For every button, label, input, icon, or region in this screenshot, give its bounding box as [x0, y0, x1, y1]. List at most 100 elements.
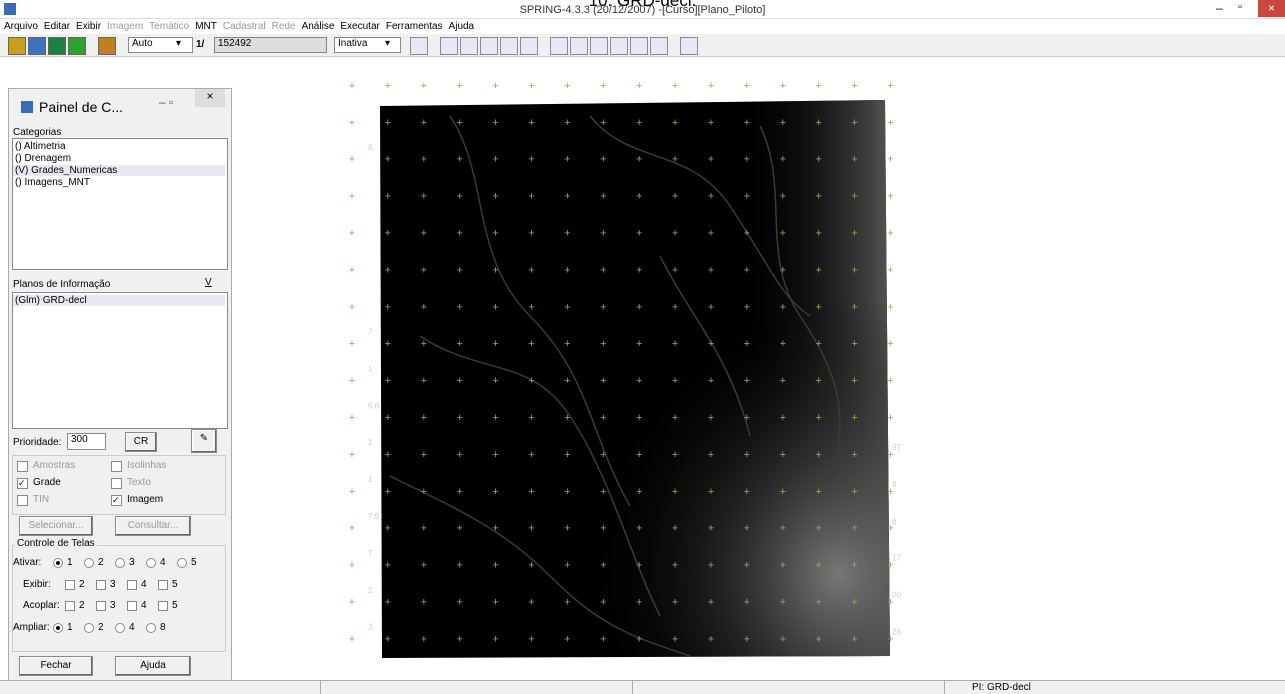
menu-item[interactable]: Imagem [107, 21, 144, 32]
tool-button[interactable] [630, 37, 648, 55]
maximize[interactable]: ▫ [1238, 1, 1242, 13]
grid-cross: + [564, 117, 570, 129]
grid-cross: + [564, 264, 570, 276]
grid-cross: + [421, 338, 427, 350]
tool-button[interactable] [98, 37, 116, 55]
radio[interactable] [53, 558, 63, 568]
tool-button[interactable] [480, 37, 498, 55]
menu-item[interactable]: MNT [195, 21, 217, 32]
grid-cross: + [421, 264, 427, 276]
radio[interactable] [84, 622, 94, 633]
state-select[interactable]: Inativa [334, 37, 401, 53]
planes-list[interactable]: (Glm) GRD-decl [12, 292, 228, 429]
tool-button[interactable] [28, 37, 46, 55]
checkbox[interactable] [127, 601, 137, 611]
tool-button[interactable] [520, 37, 538, 55]
grid-cross: + [349, 523, 355, 535]
checkbox[interactable] [17, 495, 28, 506]
grid-cross: + [385, 264, 391, 276]
tool-button[interactable] [440, 37, 458, 55]
tool-button[interactable] [500, 37, 518, 55]
category-item[interactable]: () Drenagem [15, 153, 72, 164]
tool-button[interactable] [610, 37, 628, 55]
tool-button[interactable] [680, 37, 698, 55]
scale-input[interactable]: 152492 [214, 37, 327, 53]
radio[interactable] [53, 622, 63, 633]
tool-button[interactable] [410, 37, 428, 55]
grid-cross: + [780, 117, 786, 129]
grid-cross: + [672, 597, 678, 609]
close-button[interactable]: Fechar [19, 656, 93, 676]
menu-item[interactable]: Cadastral [222, 21, 266, 32]
radio[interactable] [146, 558, 156, 568]
checkbox[interactable] [65, 601, 75, 611]
menu-item[interactable]: Ferramentas [385, 21, 443, 32]
mode-select[interactable]: Auto [128, 37, 193, 53]
checkbox[interactable] [158, 601, 168, 611]
tool-button[interactable] [650, 37, 668, 55]
planes-button[interactable]: V [205, 277, 212, 288]
checkbox[interactable] [158, 579, 168, 590]
checkbox[interactable] [96, 579, 106, 590]
grid-cross: + [815, 264, 821, 276]
menu-item[interactable]: Exibir [76, 21, 102, 32]
checkbox[interactable] [96, 601, 106, 611]
grid-cross: + [456, 228, 462, 240]
menu-item[interactable]: Arquivo [4, 21, 38, 32]
radio[interactable] [84, 558, 94, 568]
checkbox[interactable]: ✓ [17, 478, 28, 489]
state-arrow[interactable]: ▾ [385, 38, 391, 49]
checkbox[interactable]: ✓ [111, 495, 122, 506]
grid-cross: + [851, 375, 857, 387]
tool-button[interactable] [590, 37, 608, 55]
grid-cross: + [528, 597, 534, 609]
grid-cross: + [421, 154, 427, 166]
menu-item[interactable]: Análise [301, 21, 335, 32]
panel-close[interactable]: × [195, 89, 225, 107]
plane-item[interactable]: (Glm) GRD-decl [13, 295, 225, 306]
grid-cross: + [672, 301, 678, 313]
help-button[interactable]: Ajuda [115, 656, 191, 676]
grid-cross: + [708, 228, 714, 240]
categories-list[interactable]: () Altimetria() Drenagem (V) Grades_Numer… [12, 138, 228, 270]
grid-cross: + [815, 523, 821, 535]
edit-button[interactable]: ✎ [191, 429, 217, 453]
cr-button[interactable]: CR [125, 432, 157, 452]
radio[interactable] [146, 622, 156, 633]
menu-item[interactable]: Temático [149, 21, 190, 32]
grid-cross: + [851, 80, 857, 92]
tool-button[interactable] [48, 37, 66, 55]
grid-cross: + [600, 264, 606, 276]
grid-cross: + [456, 301, 462, 313]
minimize[interactable]: – [1216, 1, 1223, 15]
category-item[interactable]: () Altimetria [15, 141, 66, 152]
checkbox[interactable] [17, 461, 28, 472]
query-button[interactable]: Consultar... [115, 516, 191, 536]
priority-input[interactable]: 300 [67, 433, 106, 450]
tool-button[interactable] [550, 37, 568, 55]
checkbox[interactable] [111, 461, 122, 472]
menu-item[interactable]: Rede [271, 21, 296, 32]
tool-button[interactable] [8, 37, 26, 55]
tool-button[interactable] [570, 37, 588, 55]
checkbox[interactable] [127, 579, 137, 590]
radio[interactable] [177, 558, 187, 568]
checkbox[interactable] [65, 579, 75, 590]
mode-arrow[interactable]: ▾ [176, 38, 182, 49]
menu-item[interactable]: Executar [340, 21, 380, 32]
checkbox[interactable] [111, 478, 122, 489]
tool-button[interactable] [68, 37, 86, 55]
category-item[interactable]: (V) Grades_Numericas [13, 165, 225, 176]
menu-item[interactable]: Editar [43, 21, 71, 32]
close[interactable]: × [1258, 0, 1285, 17]
select-button[interactable]: Selecionar... [19, 516, 93, 536]
menu-item[interactable]: Ajuda [448, 21, 475, 32]
panel-controls[interactable]: – ▫ [159, 95, 174, 109]
grid-cross: + [744, 449, 750, 461]
grid-cross: + [851, 560, 857, 572]
control-panel: Painel de C... – ▫ × Categorias() Altimetri… [8, 88, 232, 682]
radio[interactable] [115, 622, 125, 633]
tool-button[interactable] [460, 37, 478, 55]
radio[interactable] [115, 558, 125, 568]
category-item[interactable]: () Imagens_MNT [15, 177, 91, 188]
